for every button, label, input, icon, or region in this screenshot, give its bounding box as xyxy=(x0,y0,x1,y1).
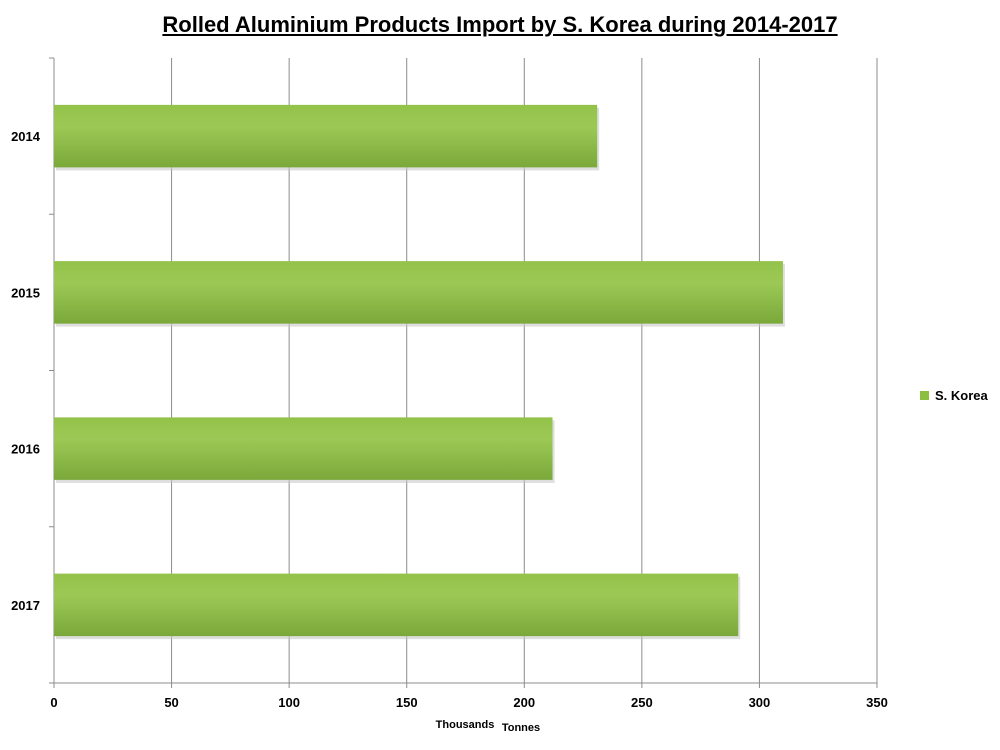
chart-title: Rolled Aluminium Products Import by S. K… xyxy=(162,12,838,37)
x-axis-label-thousands: Thousands xyxy=(436,719,495,731)
bar-2014 xyxy=(54,104,598,168)
x-tick-label: 300 xyxy=(749,695,771,710)
y-tick-label-2015: 2015 xyxy=(11,285,40,300)
legend-label: S. Korea xyxy=(935,388,988,403)
x-tick-label: 0 xyxy=(50,695,57,710)
legend-swatch xyxy=(920,391,929,400)
x-tick-label: 250 xyxy=(631,695,653,710)
bar-2017 xyxy=(54,573,739,637)
y-tick-label-2016: 2016 xyxy=(11,442,40,457)
y-tick-labels: 2014 2015 2016 2017 xyxy=(11,129,41,613)
bar-2016 xyxy=(54,417,553,480)
bars xyxy=(54,104,785,640)
x-tick-labels: 0 50 100 150 200 250 300 350 xyxy=(50,695,887,710)
x-tick-label: 350 xyxy=(866,695,888,710)
x-axis-label-tonnes: Tonnes xyxy=(502,722,540,734)
x-tick-label: 200 xyxy=(513,695,535,710)
x-tick-label: 50 xyxy=(164,695,178,710)
y-tick-label-2014: 2014 xyxy=(11,129,41,144)
y-tick-label-2017: 2017 xyxy=(11,598,40,613)
x-tick-label: 150 xyxy=(396,695,418,710)
x-tick-label: 100 xyxy=(278,695,300,710)
bar-2015 xyxy=(54,261,783,324)
legend: S. Korea xyxy=(920,388,988,403)
